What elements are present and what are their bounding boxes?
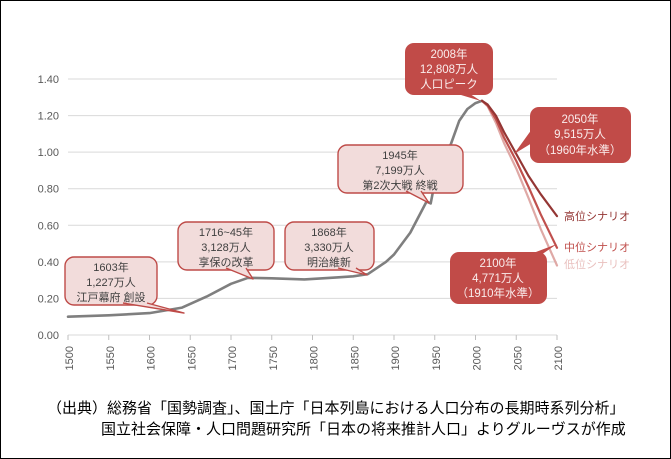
x-axis-tick-label: 1550 — [105, 346, 117, 370]
y-axis-tick-label: 1.00 — [38, 147, 59, 159]
callout-text: 第2次大戦 終戦 — [362, 178, 437, 192]
callout-text: 9,515万人 — [554, 128, 606, 141]
callout-text: 1945年 — [382, 148, 417, 162]
callout-text: 2100年 — [479, 256, 516, 270]
callout-text: 2050年 — [561, 112, 598, 126]
y-axis-tick-label: 0.60 — [38, 220, 59, 232]
callout-text: 江戸幕府 創設 — [76, 290, 145, 304]
y-axis-tick-label: 0.00 — [38, 330, 59, 342]
x-axis-tick-label: 1700 — [227, 346, 239, 370]
callout-1603: 1603年 1,227万人 江戸幕府 創設 — [64, 256, 185, 314]
callout-2008-peak: 2008年 12,808万人 人口ピーク — [405, 43, 493, 101]
callout-text: 享保の改革 — [199, 255, 254, 269]
x-axis-tick-label: 2050 — [512, 346, 524, 370]
callout-text: （1960年水準） — [538, 143, 621, 157]
callout-text: 1868年 — [311, 225, 346, 239]
callout-1868: 1868年 3,330万人 明治維新 — [284, 221, 375, 276]
x-axis-tick-label: 1650 — [186, 346, 198, 370]
callout-text: 1603年 — [93, 260, 128, 274]
x-axis-tick-label: 1500 — [64, 346, 76, 370]
source-line-1: （出典）総務省「国勢調査」、国土庁「日本列島における人口分布の長期時系列分析」 — [47, 400, 625, 417]
callout-2050: 2050年 9,515万人 （1960年水準） — [514, 107, 631, 163]
callout-text: 2008年 — [430, 47, 467, 61]
callout-text: 1,227万人 — [86, 276, 136, 289]
y-axis-tick-label: 0.80 — [38, 184, 59, 196]
callout-text: 明治維新 — [307, 255, 351, 269]
series-line-high-scenario — [480, 99, 559, 218]
callout-1945: 1945年 7,199万人 第2次大戦 終戦 — [337, 144, 464, 204]
y-axis-tick-label: 1.20 — [38, 111, 59, 123]
axes-and-grid: 0.00 0.20 0.40 0.60 0.80 1.00 1.20 1.40 1500 1550… — [38, 74, 565, 370]
callout-text: 人口ピーク — [420, 78, 478, 91]
callout-text: 3,128万人 — [201, 241, 251, 254]
y-axis-tick-label: 0.40 — [38, 257, 59, 269]
x-axis-tick-label: 1950 — [431, 346, 443, 370]
label-mid-scenario: 中位シナリオ — [564, 240, 630, 254]
callout-text: 12,808万人 — [420, 63, 479, 76]
callout-2100: 2100年 4,771万人 （1910年水準） — [450, 244, 557, 304]
callout-text: （1910年水準） — [456, 286, 539, 300]
callout-text: 3,330万人 — [304, 241, 354, 254]
label-low-scenario: 低位シナリオ — [564, 257, 630, 271]
callout-text: 4,771万人 — [472, 272, 524, 285]
callout-1716-45: 1716~45年 3,128万人 享保の改革 — [177, 221, 275, 280]
x-axis-tick-label: 1850 — [349, 346, 361, 370]
x-axis-tick-label: 1600 — [146, 346, 158, 370]
y-axis-tick-label: 0.20 — [38, 293, 59, 305]
x-axis-tick-label: 2000 — [472, 346, 484, 370]
label-high-scenario: 高位シナリオ — [564, 209, 630, 223]
x-axis-tick-label: 1800 — [309, 346, 321, 370]
callout-text: 7,199万人 — [375, 164, 425, 177]
x-axis-tick-label: 2100 — [553, 346, 565, 370]
x-axis-tick-label: 1750 — [268, 346, 280, 370]
source-note: （出典）総務省「国勢調査」、国土庁「日本列島における人口分布の長期時系列分析」 … — [1, 389, 670, 440]
source-line-2: 国立社会保障・人口問題研究所「日本の将来推計人口」よりグルーヴスが作成 — [101, 421, 626, 438]
population-chart: 0.00 0.20 0.40 0.60 0.80 1.00 1.20 1.40 1500 1550… — [38, 43, 631, 370]
y-axis-tick-label: 1.40 — [38, 74, 59, 86]
callout-text: 1716~45年 — [199, 225, 253, 239]
x-axis-tick-label: 1900 — [390, 346, 402, 370]
